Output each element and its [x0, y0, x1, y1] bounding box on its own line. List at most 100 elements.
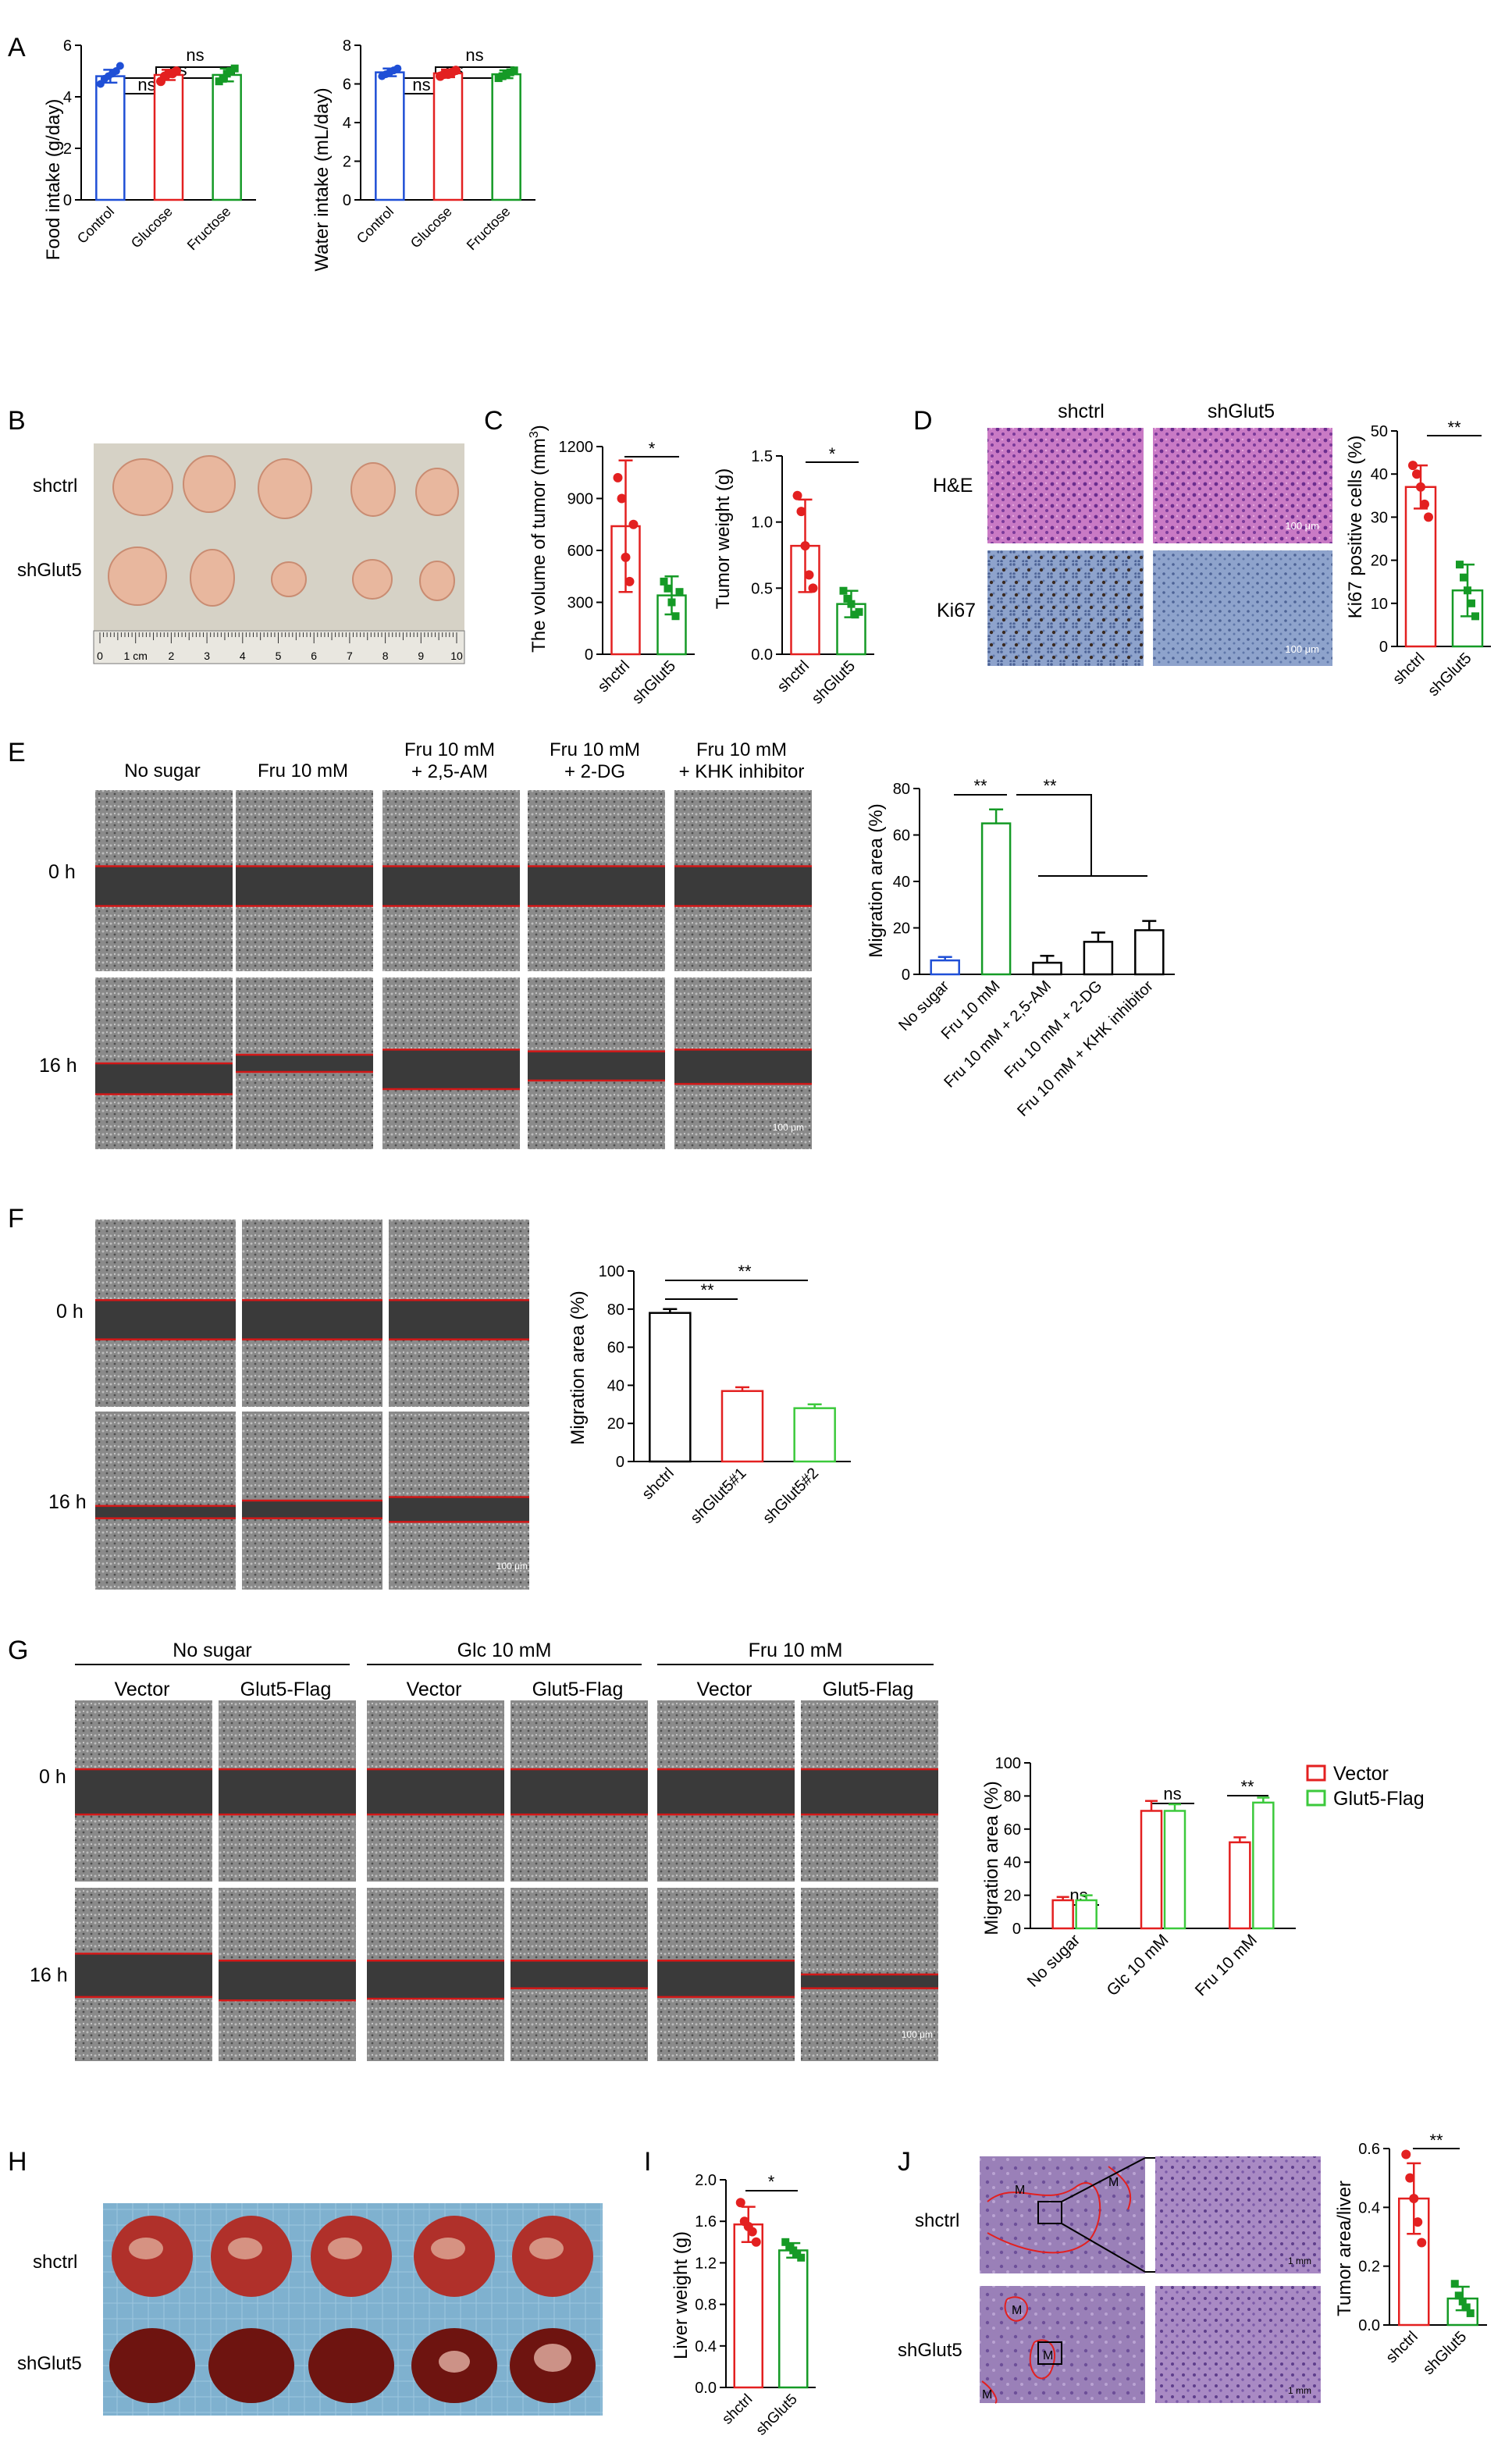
E-migration-ytick-label: 40: [893, 874, 910, 891]
g-legend-glut5-swatch: [1306, 1789, 1326, 1807]
E-migration-xtick-label: Fru 10 mM + 2-DG: [1001, 977, 1106, 1082]
j-scale-1: 1 mm: [1288, 2256, 1311, 2266]
h-liver: [109, 2328, 195, 2403]
d-he-shctrl-image: [987, 428, 1169, 543]
C-volume-point: [624, 576, 635, 586]
C-weight-point: [843, 594, 852, 603]
F-migration-ytick-label: 20: [607, 1415, 624, 1433]
h-liver-nodule: [529, 2238, 564, 2259]
g-col-label: Glut5-Flag: [240, 1679, 332, 1700]
g-images-scratch-gap: [75, 1769, 212, 1815]
b-ruler-label: 9: [418, 650, 424, 662]
C-volume-ytick-label: 1200: [559, 439, 594, 456]
b-row-label-shctrl: shctrl: [33, 475, 77, 497]
I-liver-ytick-label: 0.4: [695, 2338, 717, 2355]
e-images-scratch-gap: [528, 866, 665, 906]
j-marker-m1: M: [1015, 2184, 1025, 2197]
panel-i: Liver weight (g) *: [671, 2172, 798, 2359]
j-sig: **: [1429, 2131, 1443, 2150]
f-sig-2: **: [700, 1280, 714, 1300]
J-area-point: [1413, 2217, 1423, 2227]
g-images-scratch-gap: [219, 1960, 356, 2001]
J-area-ytick-label: 0.4: [1358, 2199, 1380, 2216]
G-migration-ytick-label: 60: [1004, 1821, 1021, 1839]
I-liver-xtick-label: shctrl: [719, 2391, 756, 2428]
F-migration-ytick-label: 0: [616, 1454, 624, 1471]
E-migration-ytick-label: 20: [893, 920, 910, 938]
j-scale-2: 1 mm: [1288, 2385, 1311, 2396]
g-col-label: Glut5-Flag: [532, 1679, 624, 1700]
C-weight-ytick-label: 1.5: [751, 448, 773, 465]
G-migration-xtick-label: Glc 10 mM: [1103, 1931, 1172, 1999]
g-images-scratch-gap: [367, 1960, 504, 1999]
f-images-scratch-gap: [242, 1300, 382, 1340]
g-images-scratch-gap: [801, 1974, 938, 1988]
A-water-ytick-label: 4: [343, 115, 351, 132]
I-liver-point: [735, 2198, 745, 2208]
e-images-scratch-gap: [95, 866, 233, 906]
C-weight-point: [847, 600, 856, 608]
A-food-xtick-label: Fructose: [184, 204, 234, 254]
panel-letter-d: D: [913, 406, 933, 436]
A-water-point: [510, 66, 518, 75]
panel-d: shctrl shGlut5 H&E Ki67 100 μm 100 μm Ki…: [933, 401, 1482, 666]
panel-letter-c: C: [484, 406, 503, 436]
chart-F-migration: 0 20 40 60 80 100 shctrl shGlut5#1 shGlut5#2: [599, 1263, 851, 1527]
A-water-xtick-label: Glucose: [407, 204, 455, 251]
F-migration-bar: [649, 1312, 692, 1463]
j-marker-m3: M: [1012, 2304, 1022, 2317]
D-ki67-xtick-label: shGlut5: [1425, 650, 1475, 700]
J-area-point: [1401, 2149, 1411, 2159]
D-ki67-point: [1408, 461, 1418, 471]
A-water-ytick-label: 0: [343, 192, 351, 209]
c-volume-sig: *: [649, 439, 656, 458]
f-images-scratch-gap: [95, 1505, 236, 1519]
g-legend-vector-swatch: [1306, 1764, 1326, 1782]
I-liver-ytick-label: 2.0: [695, 2172, 717, 2189]
d-ki67-shglut5-image: [1151, 550, 1332, 666]
C-volume-xtick-label: shctrl: [595, 657, 633, 696]
F-migration-bar: [720, 1390, 764, 1463]
d-scale-ki67: 100 μm: [1285, 643, 1319, 655]
e-images-scratch-gap: [674, 1049, 812, 1084]
h-livers: [109, 2216, 596, 2403]
e-col-label: + 2,5-AM: [411, 761, 488, 782]
h-liver-nodule: [431, 2238, 465, 2259]
f-sig-brackets: [665, 1280, 808, 1300]
e-scale: 100 μm: [773, 1122, 804, 1133]
G-migration-ytick-label: 100: [995, 1755, 1021, 1772]
c-weight-sig: *: [829, 444, 836, 464]
b-tumor: [258, 458, 312, 519]
e-images-scratch-gap: [382, 866, 520, 906]
panel-letter-a: A: [8, 33, 26, 62]
a-water-ylabel: Water intake (mL/day): [311, 87, 333, 271]
I-liver-point: [781, 2238, 790, 2246]
e-col-label: Fru 10 mM: [404, 739, 495, 760]
A-water-point: [451, 66, 461, 76]
g-row-label-0h: 0 h: [39, 1766, 66, 1788]
J-area-ytick-label: 0.0: [1358, 2317, 1380, 2334]
C-volume-ytick-label: 900: [567, 491, 593, 508]
F-migration-ytick-label: 40: [607, 1377, 624, 1394]
I-liver-point: [797, 2253, 806, 2262]
e-col-label: No sugar: [124, 760, 200, 782]
C-weight-point: [804, 570, 814, 580]
C-volume-point: [660, 577, 668, 586]
panel-h: shctrl shGlut5: [17, 2203, 603, 2416]
g-images-scratch-gap: [219, 1769, 356, 1815]
g-col-label: Vector: [697, 1679, 752, 1700]
f-row-label-0h: 0 h: [56, 1301, 84, 1323]
D-ki67-ytick-label: 0: [1379, 639, 1388, 656]
A-food-ytick-label: 0: [63, 192, 72, 209]
j-shglut5-highmag: [1155, 2286, 1321, 2403]
A-food-xtick-label: Glucose: [128, 204, 176, 251]
J-area-ytick-label: 0.2: [1358, 2259, 1380, 2276]
e-col-label: Fru 10 mM: [258, 760, 348, 782]
D-ki67-point: [1416, 482, 1425, 492]
G-migration-bar: [1075, 1899, 1098, 1930]
A-water-ytick-label: 2: [343, 154, 351, 171]
g-ylabel: Migration area (%): [981, 1781, 1002, 1935]
a-food-ylabel: Food intake (g/day): [43, 99, 64, 261]
